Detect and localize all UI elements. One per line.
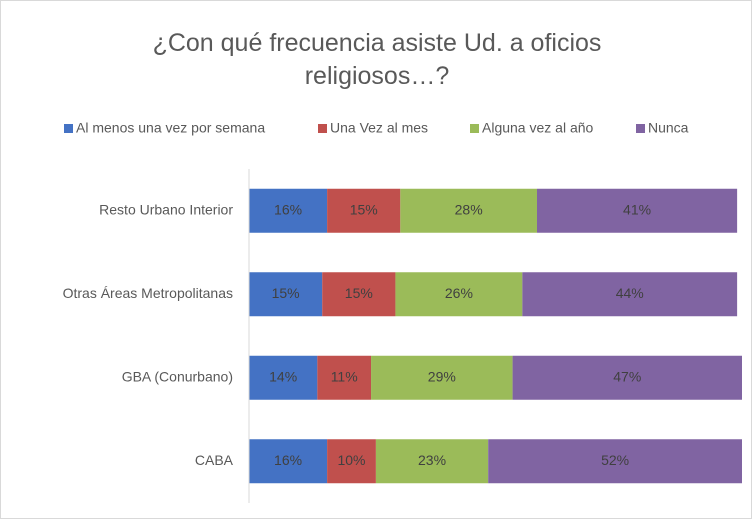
bar-segment [317, 355, 372, 400]
data-label: 52% [601, 452, 629, 468]
bar-segment [400, 188, 537, 233]
data-label: 15% [345, 285, 373, 301]
legend-swatch [318, 124, 327, 133]
bar-segment [249, 355, 318, 400]
bar-segment [371, 355, 513, 400]
bar-segment [375, 439, 489, 484]
bar-segment [327, 188, 401, 233]
data-label: 16% [274, 452, 302, 468]
chart-title: ¿Con qué frecuencia asiste Ud. a oficios… [152, 29, 602, 90]
y-tick-label: Otras Áreas Metropolitanas [63, 285, 233, 301]
legend-label: Nunca [648, 120, 689, 136]
bar-segment [249, 188, 328, 233]
legend-swatch [470, 124, 479, 133]
y-tick-label: GBA (Conurbano) [122, 368, 233, 384]
y-tick-label: Resto Urbano Interior [99, 201, 233, 217]
bar-segment [249, 439, 328, 484]
data-label: 47% [613, 368, 641, 384]
data-label: 15% [272, 285, 300, 301]
data-label: 16% [274, 201, 302, 217]
bar-segment [512, 355, 742, 400]
legend-label: Al menos una vez por semana [76, 120, 265, 136]
data-label: 15% [350, 201, 378, 217]
data-label: 29% [428, 368, 456, 384]
y-tick-label: CABA [195, 452, 234, 468]
data-label: 23% [418, 452, 446, 468]
bar-segment [322, 272, 396, 317]
data-label: 11% [331, 368, 358, 384]
bar-segment [395, 272, 523, 317]
data-label: 26% [445, 285, 473, 301]
bar-segment [327, 439, 376, 484]
data-label: 14% [269, 368, 297, 384]
legend-swatch [636, 124, 645, 133]
legend-label: Una Vez al mes [330, 120, 428, 136]
data-label: 28% [455, 201, 483, 217]
data-label: 10% [337, 452, 365, 468]
bar-segment [488, 439, 742, 484]
legend-label: Alguna vez al año [482, 120, 594, 136]
bar-segment [536, 188, 738, 233]
bar-segment [522, 272, 738, 317]
data-label: 41% [623, 201, 651, 217]
legend-swatch [64, 124, 73, 133]
data-label: 44% [616, 285, 644, 301]
bar-segment [249, 272, 323, 317]
